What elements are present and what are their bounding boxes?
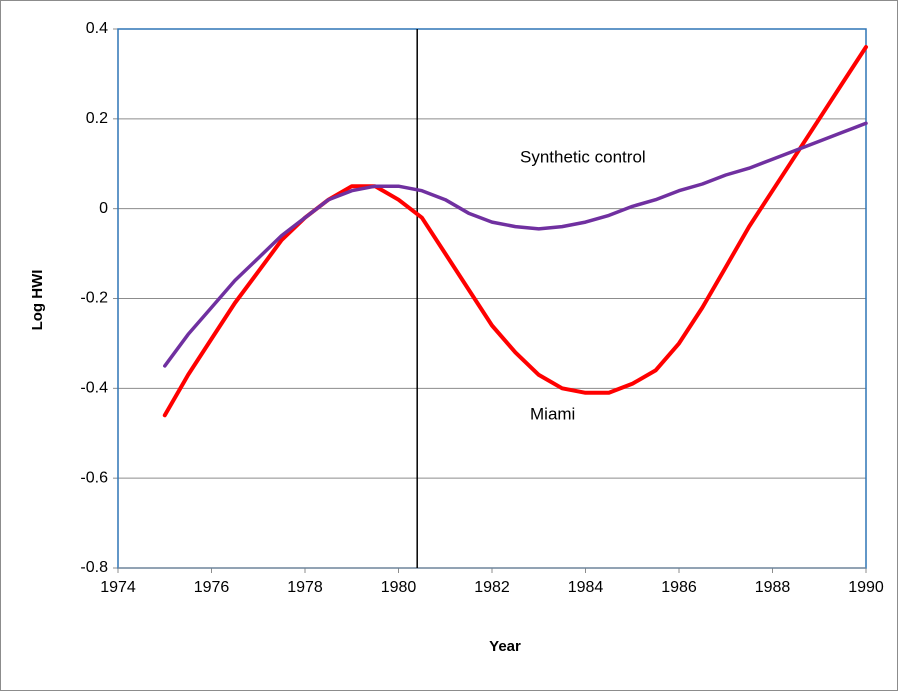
series-label: Synthetic control [520,147,646,166]
series-line [162,45,868,418]
x-tick-label: 1982 [474,579,510,596]
x-tick-label: 1984 [568,579,604,596]
x-tick-label: 1976 [194,579,230,596]
x-tick-label: 1974 [100,579,136,596]
y-tick-label: -0.2 [80,290,108,307]
x-tick-label: 1990 [848,579,884,596]
x-tick-label: 1980 [381,579,417,596]
y-tick-label: -0.6 [80,469,108,486]
y-axis-title: Log HWI [29,270,46,331]
series-line [163,121,868,368]
y-tick-label: 0.4 [86,20,108,37]
x-axis-title: Year [489,638,521,655]
y-tick-label: -0.4 [80,380,108,397]
y-tick-label: 0 [99,200,108,217]
x-tick-label: 1988 [755,579,791,596]
x-tick-label: 1978 [287,579,323,596]
y-tick-label: 0.2 [86,110,108,127]
x-tick-label: 1986 [661,579,697,596]
y-tick-label: -0.8 [80,559,108,576]
series-label: Miami [530,404,575,423]
